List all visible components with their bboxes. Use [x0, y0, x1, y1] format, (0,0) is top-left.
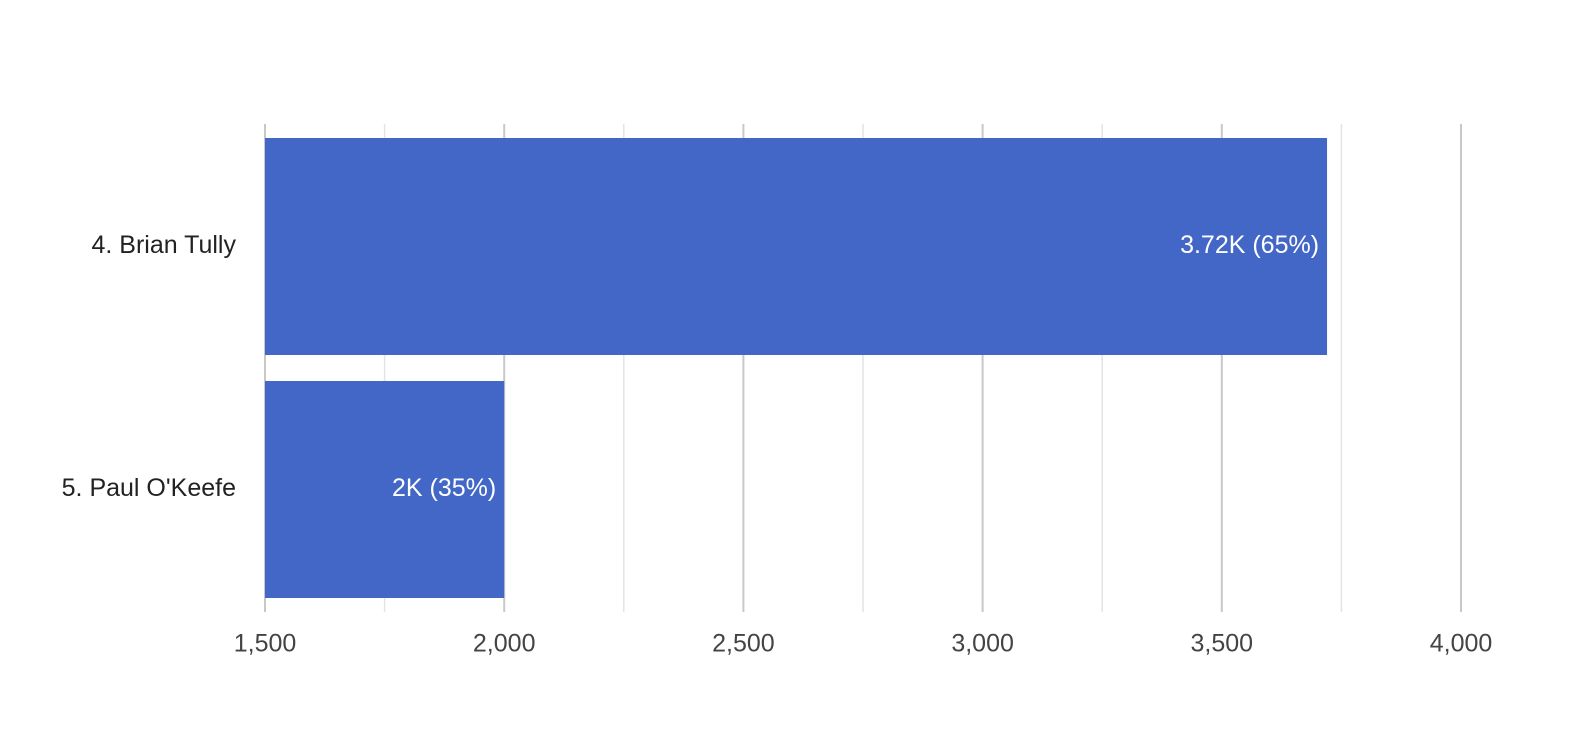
x-tick-label: 2,000 [473, 630, 536, 658]
x-tick-label: 1,500 [234, 630, 297, 658]
y-tick-label: 5. Paul O'Keefe [62, 474, 236, 502]
x-tick-label: 3,500 [1191, 630, 1254, 658]
y-tick-label: 4. Brian Tully [91, 231, 236, 259]
bar [265, 381, 505, 598]
value-label: 3.72K (65%) [1180, 231, 1319, 259]
bar [265, 138, 1328, 355]
value-label: 2K (35%) [392, 474, 496, 502]
x-tick-label: 4,000 [1430, 630, 1493, 658]
x-tick-label: 2,500 [712, 630, 775, 658]
x-tick-label: 3,000 [951, 630, 1014, 658]
